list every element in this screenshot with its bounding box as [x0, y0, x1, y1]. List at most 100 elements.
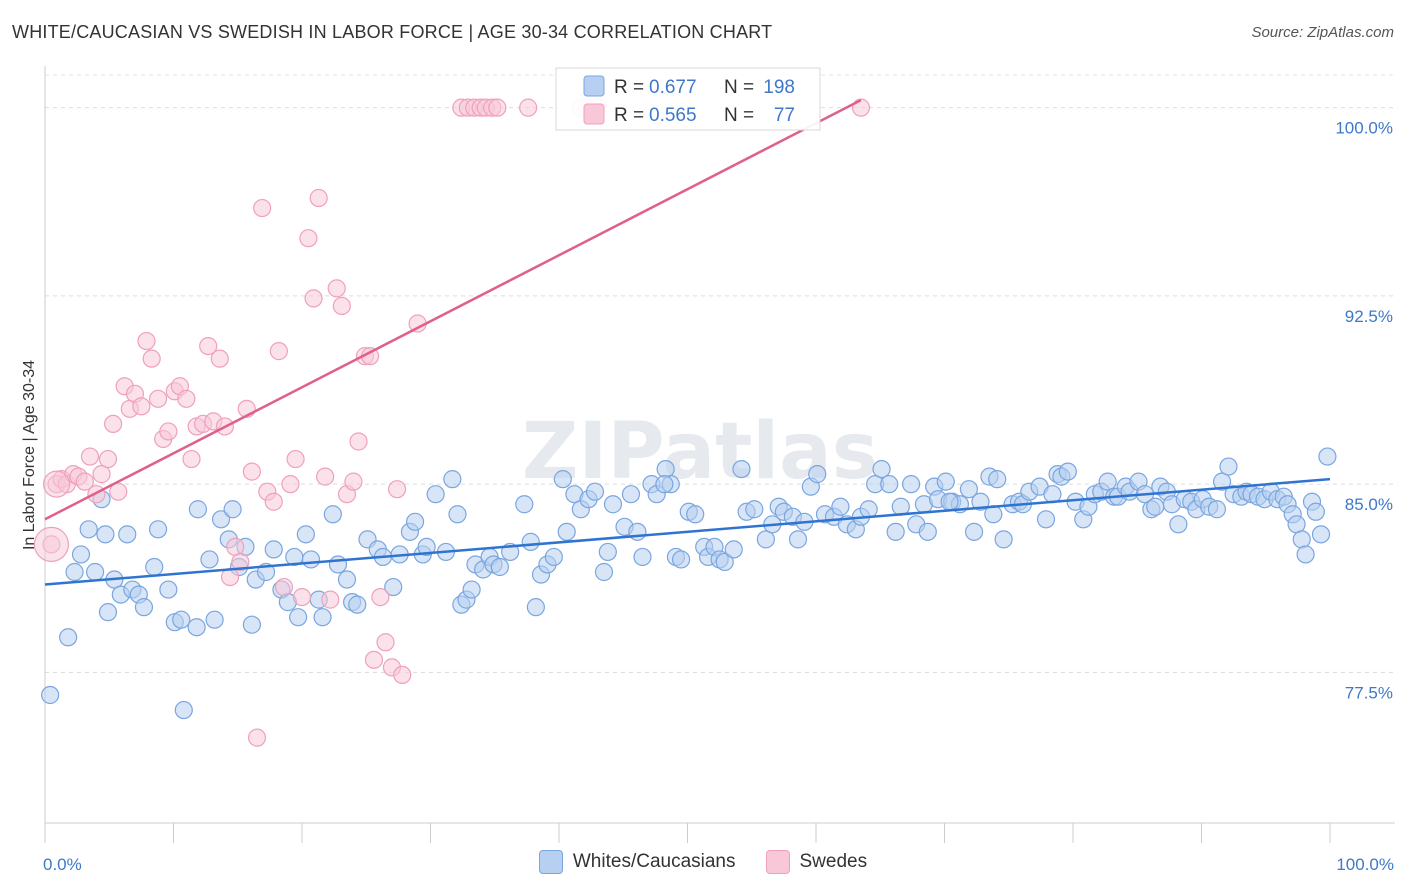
point-whites	[98, 603, 118, 622]
point-whites	[671, 550, 691, 569]
point-whites	[1296, 545, 1315, 564]
point-swedes	[242, 462, 261, 481]
point-whites	[174, 700, 193, 720]
watermark: ZIPatlas	[522, 407, 878, 497]
point-whites	[448, 505, 467, 524]
point-swedes	[519, 98, 538, 117]
point-whites	[301, 550, 321, 569]
point-whites	[211, 510, 231, 529]
point-swedes	[182, 449, 201, 469]
point-swedes	[142, 349, 161, 368]
point-whites	[328, 555, 348, 574]
point-whites	[1098, 472, 1117, 491]
point-whites	[79, 520, 98, 539]
point-whites	[323, 505, 342, 524]
legend-item-swedes[interactable]: Swedes	[765, 850, 868, 874]
point-whites	[971, 492, 990, 511]
point-swedes	[387, 480, 407, 499]
point-whites	[490, 557, 509, 577]
point-whites	[988, 470, 1007, 489]
point-whites	[936, 472, 955, 491]
point-swedes	[264, 492, 283, 511]
point-whites	[585, 482, 605, 501]
trend-line-swedes	[44, 99, 862, 521]
point-whites	[526, 598, 545, 617]
point-whites	[1306, 502, 1325, 521]
point-whites	[443, 470, 462, 489]
y-tick-label: 85.0%	[1345, 495, 1393, 514]
point-swedes	[80, 447, 100, 466]
point-swedes	[92, 465, 111, 484]
point-whites	[1212, 472, 1232, 491]
point-swedes	[148, 389, 168, 408]
point-whites	[384, 577, 403, 597]
bottom-legend: Whites/Caucasians Swedes	[0, 850, 1406, 874]
legend-item-whites[interactable]: Whites/Caucasians	[538, 850, 736, 874]
point-whites	[417, 537, 436, 557]
point-whites	[426, 485, 445, 504]
stats-r-label: R =	[614, 105, 644, 126]
point-whites	[886, 522, 905, 541]
point-swedes	[159, 422, 178, 441]
stats-r-value: 0.565	[649, 105, 697, 126]
point-whites	[65, 562, 84, 582]
point-whites	[1058, 462, 1077, 481]
point-swedes	[851, 98, 871, 117]
point-whites	[71, 545, 91, 564]
point-whites	[901, 475, 921, 494]
point-whites	[521, 532, 540, 551]
point-whites	[148, 520, 168, 539]
point-whites	[337, 570, 357, 589]
point-swedes	[231, 552, 250, 572]
point-whites	[223, 500, 242, 519]
point-whites	[1036, 510, 1056, 529]
stats-swatch	[583, 103, 605, 125]
legend-swatch-whites	[538, 850, 563, 874]
point-whites	[1207, 500, 1227, 519]
legend-label-swedes: Swedes	[799, 851, 868, 872]
point-swedes-large	[33, 526, 70, 562]
point-whites	[313, 608, 332, 627]
point-whites	[633, 547, 652, 567]
point-whites	[145, 557, 164, 577]
point-whites	[872, 459, 891, 479]
point-whites	[1219, 457, 1238, 476]
point-whites	[964, 522, 984, 541]
point-whites	[1169, 515, 1188, 534]
point-whites	[1311, 525, 1331, 544]
point-whites	[621, 485, 641, 504]
point-whites	[732, 459, 751, 479]
point-whites	[96, 525, 115, 544]
point-whites	[715, 552, 734, 572]
point-whites	[41, 685, 60, 705]
chart-title: WHITE/CAUCASIAN VS SWEDISH IN LABOR FORC…	[12, 22, 773, 42]
stats-r-value: 0.677	[649, 77, 697, 98]
point-swedes	[304, 289, 323, 308]
trend-line-whites	[44, 477, 1331, 586]
point-whites	[603, 495, 623, 514]
point-swedes	[376, 633, 395, 652]
stats-n-label: N =	[724, 77, 754, 98]
y-tick-label: 77.5%	[1345, 683, 1393, 702]
point-whites	[686, 505, 705, 524]
point-swedes	[274, 577, 294, 597]
point-whites	[788, 530, 808, 549]
legend-swatch-swedes	[765, 850, 790, 874]
point-whites	[1318, 447, 1337, 466]
point-whites	[118, 525, 137, 544]
point-whites	[242, 615, 261, 634]
point-whites	[959, 480, 979, 499]
point-whites	[1043, 485, 1062, 504]
point-whites	[628, 522, 647, 541]
point-whites	[296, 525, 315, 544]
point-swedes	[104, 414, 123, 434]
point-swedes	[199, 337, 218, 356]
point-whites	[134, 598, 154, 617]
point-swedes	[75, 472, 94, 491]
stats-n-value: 77	[774, 105, 795, 126]
point-swedes	[488, 98, 507, 117]
stats-r-label: R =	[614, 77, 644, 98]
point-whites	[86, 562, 105, 582]
point-whites	[880, 475, 899, 494]
point-swedes	[349, 432, 368, 451]
